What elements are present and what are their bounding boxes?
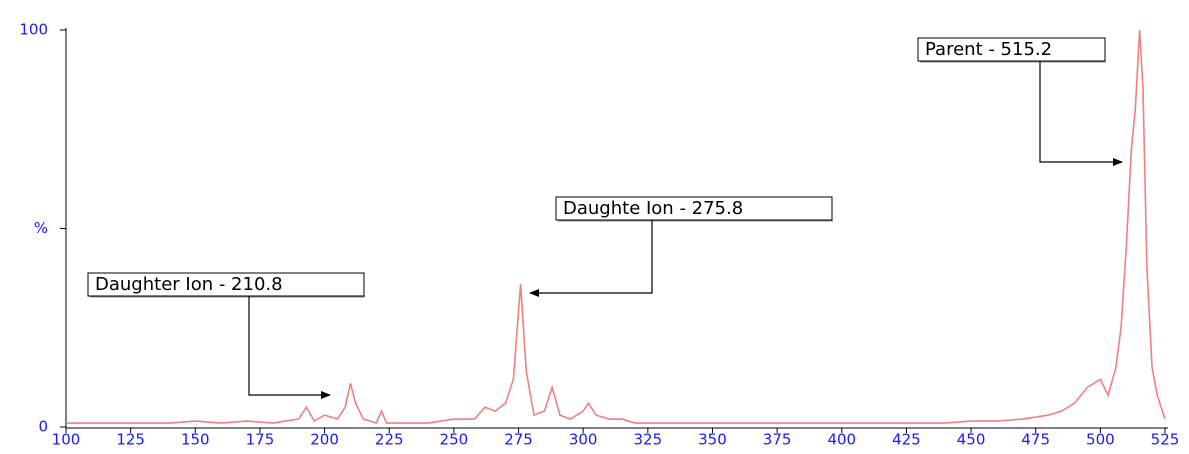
x-tick-label: 100 <box>52 431 81 449</box>
x-tick-label: 225 <box>375 431 404 449</box>
spectrum-line <box>66 29 1166 425</box>
annotation-arrow <box>529 220 653 297</box>
x-tick-label: 400 <box>827 431 856 449</box>
x-tick-label: 525 <box>1151 431 1180 449</box>
x-tick-label: 350 <box>698 431 727 449</box>
x-tick-label: 325 <box>634 431 663 449</box>
y-tick-label: 100 <box>19 21 48 39</box>
x-tick-label: 250 <box>440 431 469 449</box>
annotation-text: Parent - 515.2 <box>925 39 1052 60</box>
x-tick-label: 150 <box>181 431 210 449</box>
x-tick-label: 475 <box>1021 431 1050 449</box>
annotation-box <box>555 196 833 221</box>
x-tick-label: 450 <box>957 431 986 449</box>
annotation-box <box>917 37 1106 62</box>
x-tick-label: 275 <box>504 431 533 449</box>
x-tick-label: 200 <box>310 431 339 449</box>
x-tick-label: 500 <box>1086 431 1115 449</box>
annotation-arrow <box>248 296 331 399</box>
annotation-arrow <box>1039 61 1123 166</box>
y-tick-label: 0 <box>38 418 48 436</box>
x-tick-label: 175 <box>246 431 275 449</box>
x-tick-label: 425 <box>892 431 921 449</box>
annotation-text: Daughter Ion - 210.8 <box>95 274 283 295</box>
x-tick-label: 125 <box>116 431 145 449</box>
x-tick-label: 300 <box>569 431 598 449</box>
y-tick-label: % <box>34 219 48 237</box>
annotation-box <box>87 272 365 297</box>
annotation-text: Daughte Ion - 275.8 <box>563 198 743 219</box>
x-tick-label: 375 <box>763 431 792 449</box>
